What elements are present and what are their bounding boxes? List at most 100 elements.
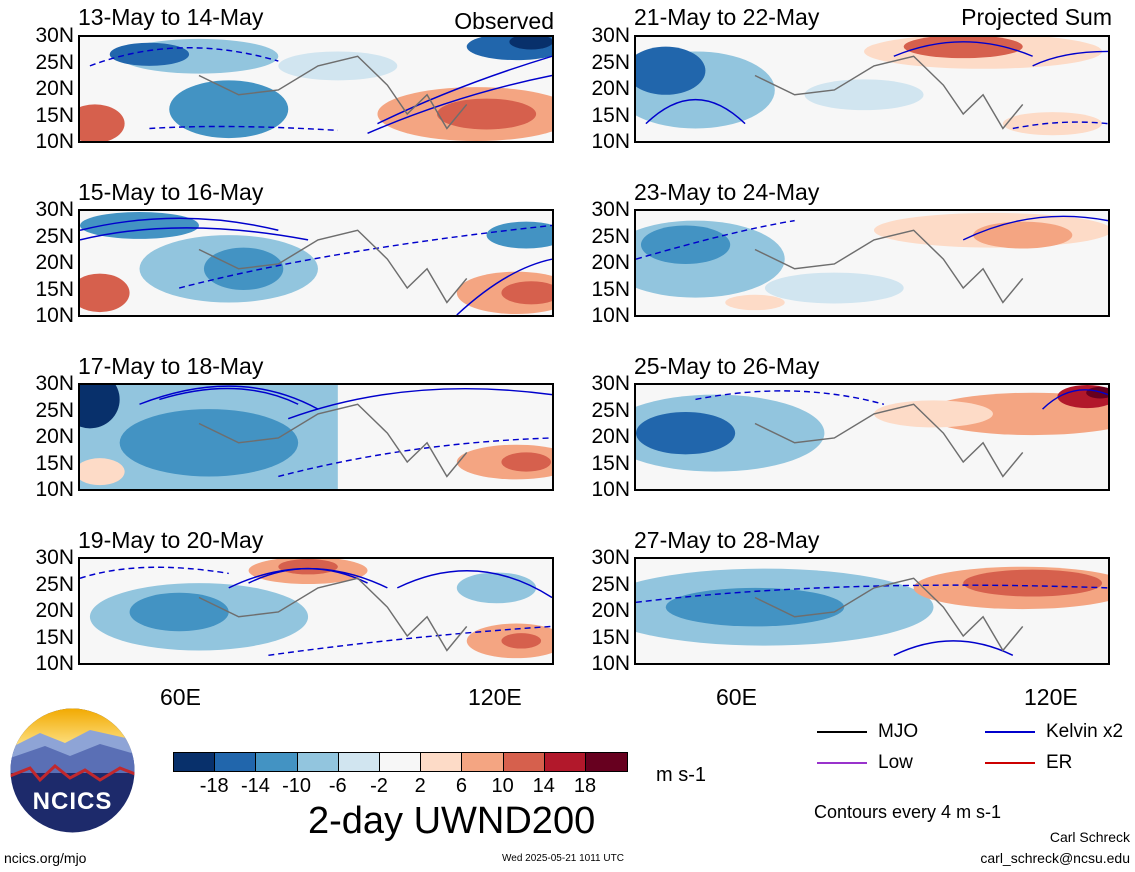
panel-title: 27-May to 28-May: [634, 527, 820, 553]
logo-text: NCICS: [32, 788, 113, 815]
legend-swatch-kelvin: [985, 731, 1035, 733]
lat-label: 30N: [591, 198, 630, 221]
lat-label: 10N: [35, 304, 74, 327]
colorbar-swatch: [462, 753, 504, 771]
footer-author: Carl Schreck: [1049, 829, 1130, 845]
panel-tag-observed: Observed: [454, 8, 554, 34]
ncics-logo: NCICS: [10, 708, 135, 833]
lat-label: 30N: [591, 546, 630, 569]
colorbar-swatch: [379, 753, 422, 771]
panel-tag-projected: Projected Sum: [961, 4, 1112, 30]
lon-label: 120E: [1024, 684, 1078, 710]
panel-title: 25-May to 26-May: [634, 353, 820, 379]
panel-title: 17-May to 18-May: [78, 353, 264, 379]
panel-title: 23-May to 24-May: [634, 179, 820, 205]
panel-title: 19-May to 20-May: [78, 527, 264, 553]
colorbar-swatch: [338, 753, 380, 771]
lat-label: 15N: [35, 277, 74, 301]
colorbar-swatch: [256, 753, 298, 771]
legend-swatch-low: [817, 762, 867, 764]
lat-label: 30N: [35, 546, 74, 569]
colorbar: [173, 752, 629, 772]
lon-label: 120E: [468, 684, 522, 710]
colorbar-units: m s-1: [656, 764, 706, 786]
lat-label: 20N: [35, 251, 74, 274]
legend-swatch-er: [985, 762, 1035, 764]
colorbar-label: 10: [491, 775, 514, 797]
lat-label: 25N: [591, 572, 630, 596]
map-panel-3: [78, 383, 554, 491]
colorbar-swatch: [297, 753, 339, 771]
map-panel-4: [78, 557, 554, 665]
legend-label: ER: [1046, 752, 1073, 773]
main-title: 2-day UWND200: [308, 800, 596, 842]
lat-label: 25N: [35, 50, 74, 74]
colorbar-swatch: [174, 753, 216, 771]
lat-label: 10N: [35, 130, 74, 153]
lat-label: 20N: [591, 251, 630, 274]
colorbar-label: -2: [370, 775, 388, 797]
legend-label: MJO: [878, 721, 919, 742]
lat-label: 20N: [591, 77, 630, 100]
footer-email[interactable]: carl_schreck@ncsu.edu: [980, 850, 1130, 866]
lat-label: 25N: [591, 398, 630, 422]
lat-label: 10N: [591, 304, 630, 327]
lat-label: 15N: [591, 625, 630, 649]
colorbar-label: -18: [199, 775, 229, 797]
map-panel-2: [78, 209, 554, 317]
lat-label: 15N: [591, 277, 630, 301]
lat-label: 10N: [591, 130, 630, 153]
lat-label: 30N: [591, 372, 630, 395]
lat-label: 30N: [591, 24, 630, 47]
map-panel-8: [634, 557, 1110, 665]
lat-label: 30N: [35, 198, 74, 221]
lat-label: 25N: [35, 224, 74, 248]
colorbar-label: -14: [240, 775, 270, 797]
legend-swatch-mjo: [817, 731, 867, 733]
panel-title: 15-May to 16-May: [78, 179, 264, 205]
lat-label: 20N: [35, 77, 74, 100]
legend-label: Kelvin x2: [1046, 721, 1124, 742]
lon-label: 60E: [160, 684, 201, 710]
lon-label: 60E: [716, 684, 757, 710]
lat-label: 15N: [591, 103, 630, 127]
lat-label: 20N: [35, 599, 74, 622]
legend-label: Low: [878, 752, 913, 773]
lat-label: 25N: [591, 224, 630, 248]
lat-label: 10N: [591, 478, 630, 501]
lat-label: 10N: [35, 652, 74, 675]
lat-label: 20N: [591, 425, 630, 448]
map-panel-6: [634, 209, 1110, 317]
colorbar-label: 14: [532, 775, 555, 797]
lat-label: 10N: [591, 652, 630, 675]
colorbar-label: 2: [414, 775, 426, 797]
contours-note: Contours every 4 m s-1: [814, 802, 1002, 822]
lat-label: 30N: [35, 372, 74, 395]
lat-label: 25N: [35, 572, 74, 596]
footer-url[interactable]: ncics.org/mjo: [4, 850, 87, 866]
lat-label: 15N: [35, 451, 74, 475]
colorbar-swatch: [421, 753, 463, 771]
colorbar-swatch: [215, 753, 257, 771]
colorbar-swatch: [503, 753, 545, 771]
lat-label: 25N: [35, 398, 74, 422]
panel-title: 13-May to 14-May: [78, 4, 264, 30]
colorbar-swatch: [544, 753, 586, 771]
colorbar-label: -10: [282, 775, 312, 797]
lat-label: 15N: [35, 625, 74, 649]
panel-title: 21-May to 22-May: [634, 4, 820, 30]
colorbar-swatch: [585, 753, 628, 771]
lat-label: 25N: [591, 50, 630, 74]
lat-label: 10N: [35, 478, 74, 501]
lat-label: 20N: [591, 599, 630, 622]
footer-timestamp: Wed 2025-05-21 1011 UTC: [502, 853, 624, 864]
lat-label: 15N: [591, 451, 630, 475]
lat-label: 20N: [35, 425, 74, 448]
map-panel-1: [78, 35, 554, 143]
colorbar-label: 6: [455, 775, 467, 797]
map-panel-5: [634, 35, 1110, 143]
colorbar-label: -6: [328, 775, 347, 797]
lat-label: 30N: [35, 24, 74, 47]
colorbar-label: 18: [573, 775, 597, 797]
lat-label: 15N: [35, 103, 74, 127]
